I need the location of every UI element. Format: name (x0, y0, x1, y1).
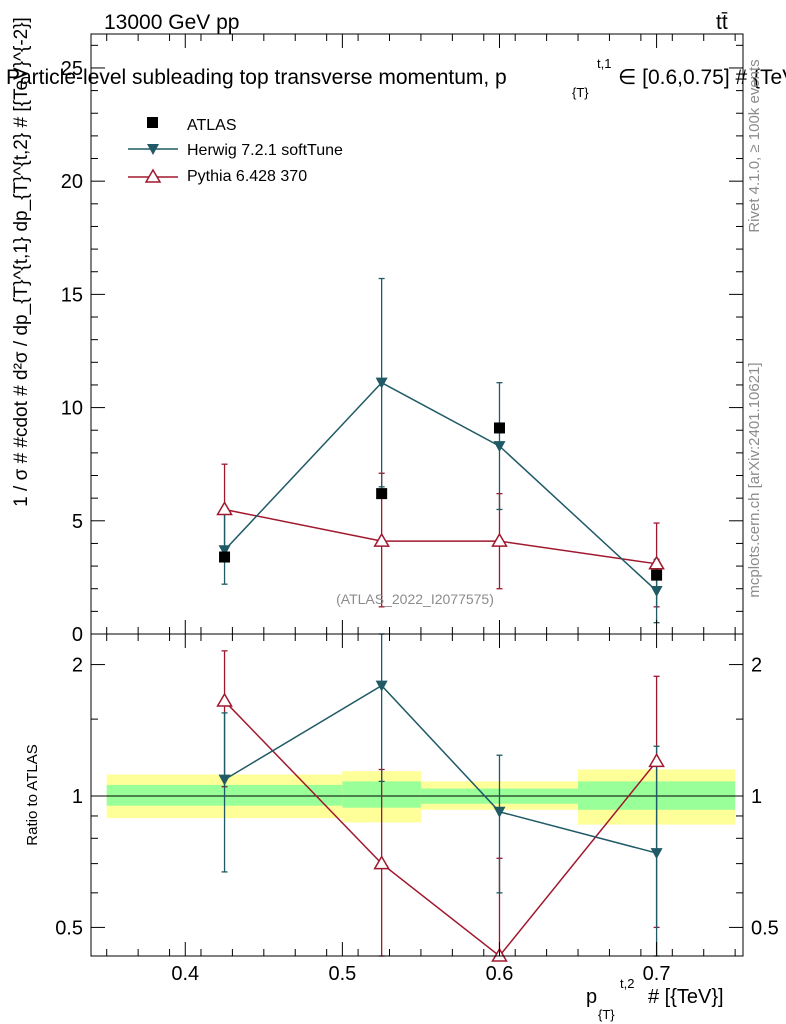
legend: ATLAS Herwig 7.2.1 softTune Pythia 6.428… (128, 117, 343, 185)
x-tick-label: 0.4 (171, 963, 199, 985)
ratio-tick-label-right: 0.5 (751, 917, 779, 939)
process-label: tt̄ (716, 11, 728, 34)
pythia-point (216, 500, 233, 516)
ratio-tick-label-right: 2 (751, 655, 762, 677)
main-tick-label-left: 25 (61, 58, 83, 80)
legend-pythia-label: Pythia 6.428 370 (187, 168, 307, 185)
atlas-point (651, 569, 663, 581)
ratio-y-axis-label: Ratio to ATLAS (24, 744, 41, 845)
pythia-point (373, 532, 390, 547)
herwig-ratio-point (650, 848, 663, 860)
pythia-ratio-point (373, 855, 390, 870)
title-superscript: t,1 (597, 56, 611, 71)
herwig-line (223, 381, 658, 592)
analysis-watermark: (ATLAS_2022_I2077575) (336, 591, 494, 607)
ratio-panel: 0.5 0.5 1 1 2 2 0.4 0.5 0.6 0.7 (55, 633, 779, 985)
herwig-point (375, 377, 388, 389)
herwig-ratio-point (493, 806, 506, 818)
plot-title: Particle-level subleading top transverse… (6, 56, 786, 100)
herwig-ratio-point (218, 774, 231, 786)
pythia-point (648, 555, 665, 570)
x-axis-label-sup: t,2 (620, 976, 634, 991)
legend-atlas-marker (147, 117, 158, 128)
herwig-ratio-point (375, 680, 388, 692)
pythia-ratio-line (224, 700, 658, 958)
atlas-point (376, 488, 388, 500)
pythia-point (491, 532, 508, 547)
main-tick-label-left: 15 (61, 284, 83, 306)
atlas-point (219, 551, 231, 563)
herwig-point (218, 545, 231, 557)
x-tick-label: 0.5 (328, 963, 356, 985)
main-panel: 0 5 10 15 20 25 (61, 33, 744, 646)
energy-label: 13000 GeV pp (104, 11, 239, 34)
legend-pythia-marker (144, 168, 162, 183)
main-tick-label-left: 0 (72, 624, 83, 646)
pythia-ratio-point (216, 692, 233, 707)
main-tick-label-left: 20 (61, 171, 83, 193)
x-axis-label: p {T} t,2 # [{TeV}] (586, 976, 724, 1022)
title-subscript: {T} (572, 85, 589, 100)
rivet-label: Rivet 4.1.0, ≥ 100k events (746, 59, 763, 232)
ratio-tick-label-right: 1 (751, 786, 762, 808)
x-axis-label-unit: # [{TeV}] (648, 986, 724, 1008)
x-axis-label-p: p (586, 986, 597, 1008)
title-rest: ∈ [0.6,0.75] # {TeV} (618, 66, 786, 89)
legend-herwig-marker (147, 144, 159, 155)
ratio-tick-label-left: 2 (72, 655, 83, 677)
ratio-tick-label-left: 0.5 (55, 917, 83, 939)
herwig-point (493, 441, 506, 453)
x-tick-label: 0.7 (643, 963, 671, 985)
main-tick-label-left: 5 (72, 511, 83, 533)
pythia-ratio-point (648, 752, 665, 768)
atlas-point (493, 422, 505, 434)
main-tick-label-left: 10 (61, 398, 83, 420)
ratio-tick-label-left: 1 (72, 786, 83, 808)
herwig-point (650, 585, 663, 597)
ratio-panel-frame (90, 633, 744, 957)
title-main: Particle-level subleading top transverse… (6, 66, 507, 89)
x-tick-label: 0.6 (486, 963, 514, 985)
mcplots-label: mcplots.cern.ch [arXiv:2401.10621] (746, 362, 763, 597)
main-y-axis-label: 1 / σ # #cdot # d²σ / dp_{T}^{t,1} dp_{T… (11, 17, 32, 507)
pythia-line (224, 508, 657, 565)
herwig-ratio-line (224, 684, 657, 854)
legend-atlas-label: ATLAS (187, 117, 237, 134)
legend-herwig-label: Herwig 7.2.1 softTune (187, 142, 343, 159)
x-axis-label-sub: {T} (598, 1007, 615, 1022)
